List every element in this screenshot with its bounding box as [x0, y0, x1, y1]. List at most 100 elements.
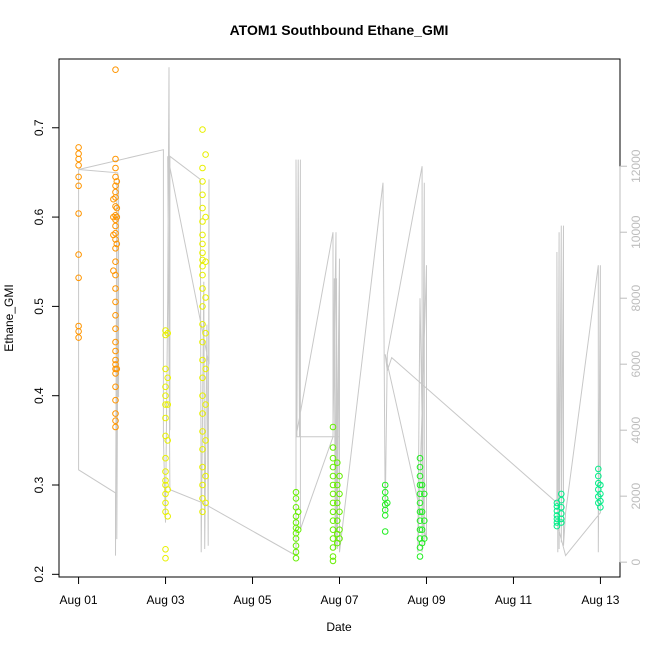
data-point	[164, 401, 171, 408]
data-point	[421, 517, 428, 525]
data-point	[162, 477, 169, 484]
data-point	[112, 182, 119, 190]
data-point	[202, 294, 209, 301]
data-point	[421, 490, 428, 498]
data-point	[334, 459, 341, 467]
data-point	[336, 526, 343, 534]
data-point	[112, 212, 119, 219]
data-point	[202, 213, 209, 221]
data-point	[112, 396, 119, 404]
data-point	[381, 528, 389, 535]
data-point	[112, 410, 119, 417]
data-point	[329, 423, 337, 431]
data-point	[162, 554, 169, 562]
data-point	[202, 365, 209, 373]
secondary-series-line	[78, 67, 601, 557]
data-point	[162, 499, 169, 507]
data-point	[199, 231, 206, 239]
data-point	[162, 365, 169, 373]
y-tick-label: 0.2	[32, 566, 46, 583]
data-point	[202, 329, 209, 337]
data-point	[112, 312, 119, 319]
data-point	[416, 490, 424, 498]
data-point	[75, 274, 82, 282]
data-point	[595, 465, 602, 473]
data-point	[558, 504, 565, 511]
data-point	[597, 490, 604, 498]
data-point	[199, 508, 206, 516]
data-point	[416, 517, 424, 525]
data-point	[162, 454, 169, 462]
data-point	[199, 204, 206, 212]
data-point	[595, 479, 602, 487]
x-tick-label: Aug 07	[320, 593, 358, 607]
data-point	[110, 267, 117, 275]
data-point	[381, 512, 389, 519]
x-axis-label: Date	[326, 620, 352, 634]
secondary-line-layer	[78, 67, 601, 557]
data-point	[113, 213, 121, 221]
data-point	[75, 144, 82, 151]
data-point	[329, 444, 337, 451]
data-point	[418, 508, 426, 516]
data-point	[164, 486, 171, 493]
data-point	[416, 472, 424, 480]
data-point	[334, 517, 341, 525]
data-point	[199, 338, 206, 346]
y-axis: 0.2 0.3 0.4 0.5 0.6 0.7	[32, 119, 59, 583]
data-point	[162, 401, 169, 408]
data-point	[202, 151, 209, 158]
data-point	[597, 504, 604, 511]
data-point	[75, 150, 82, 157]
data-point	[384, 499, 391, 507]
data-point	[75, 328, 82, 335]
data-point	[334, 481, 341, 489]
data-point	[597, 481, 604, 489]
data-point	[329, 508, 337, 516]
data-point	[112, 347, 119, 355]
data-point	[164, 513, 171, 520]
data-point	[199, 446, 206, 453]
data-point	[75, 173, 82, 181]
data-point	[112, 298, 119, 306]
data-point	[329, 499, 337, 507]
data-point	[381, 488, 389, 496]
data-point	[334, 499, 341, 507]
data-point	[329, 557, 337, 565]
data-point	[112, 383, 119, 391]
data-point	[162, 546, 169, 553]
data-point	[199, 303, 206, 310]
y-tick-label: 0.6	[32, 208, 46, 225]
data-point	[75, 334, 82, 341]
data-point	[199, 249, 206, 257]
data-point	[112, 188, 119, 196]
data-point	[336, 508, 343, 516]
y2-tick-label: 12000	[629, 149, 643, 183]
x-tick-label: Aug 13	[581, 593, 619, 607]
data-point	[110, 195, 117, 203]
x-tick-label: Aug 01	[60, 593, 98, 607]
data-point	[199, 178, 206, 185]
data-point	[164, 437, 171, 444]
data-point	[113, 240, 121, 248]
data-point	[162, 468, 169, 475]
data-point	[553, 512, 561, 519]
data-point	[294, 508, 302, 516]
data-point	[199, 428, 206, 435]
data-point	[112, 370, 119, 377]
y-tick-label: 0.4	[32, 387, 46, 404]
data-point	[553, 503, 561, 510]
y2-tick-label: 8000	[629, 285, 643, 312]
y-tick-label: 0.7	[32, 119, 46, 136]
data-point	[329, 454, 337, 462]
data-point	[199, 495, 206, 502]
data-point	[329, 517, 337, 525]
data-point	[199, 164, 206, 172]
data-point	[112, 338, 119, 346]
data-point	[553, 519, 561, 526]
data-point	[416, 499, 424, 507]
data-point	[292, 554, 300, 562]
data-point	[162, 392, 169, 400]
data-point	[329, 463, 337, 471]
